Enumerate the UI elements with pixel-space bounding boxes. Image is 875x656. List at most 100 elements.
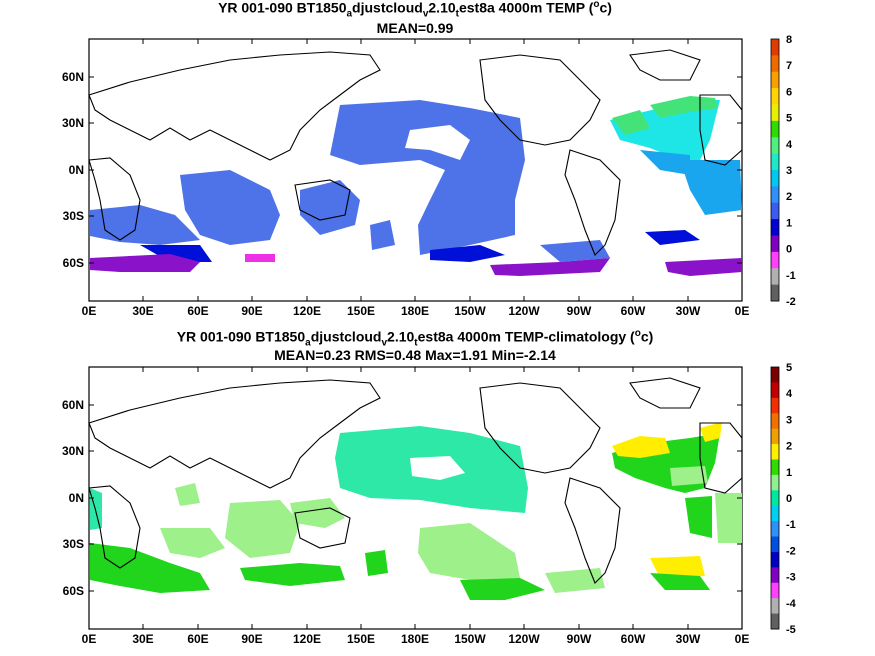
map-stats-top: MEAN=0.99 [376,20,454,36]
lon-ticks [142,367,689,629]
lon-label: 120W [508,304,540,318]
field-fill [90,422,742,600]
colorbar-swatch [771,235,779,253]
colorbar-label: 4 [786,139,793,151]
lat-label: 30S [63,209,84,223]
colorbar-label: 3 [786,414,792,426]
colorbar-label: 1 [786,217,792,229]
lat-label: 30N [62,116,84,130]
coastlines [88,377,743,584]
colorbar-swatch [771,505,779,522]
colorbar-swatch [771,71,779,89]
lon-label: 0E [82,304,97,318]
lat-label: 0N [69,163,84,177]
lat-ticks [89,76,742,264]
lon-label: 0E [735,304,750,318]
colorbar-label: 4 [786,388,793,400]
colorbar-swatch [771,186,779,204]
colorbar-label: 5 [786,362,792,374]
colorbar-frame [770,38,780,302]
lat-labels: 60N 30N 0N 30S 60S [62,70,84,270]
colorbar-swatch [771,551,779,568]
colorbar-swatch [771,284,779,302]
colorbar-swatch [771,613,779,630]
lon-label: 90W [567,304,592,318]
colorbar-swatch [771,39,779,56]
lon-label: 30E [132,632,153,646]
colorbar-swatch [771,268,779,286]
map-panel-top: 60N 30N 0N 30S 60S 0E 30E 60E 90E 120E 1… [62,34,796,318]
colorbar-bottom: 5 4 3 2 1 0 -1 -2 -3 -4 -5 [770,362,797,636]
lon-label: 150W [454,304,486,318]
lon-label: 180E [401,304,429,318]
colorbar-swatch [771,120,779,138]
colorbar-swatch [771,598,779,615]
colorbar-swatch [771,397,779,414]
lat-label: 30S [63,537,84,551]
colorbar-swatch [771,137,779,155]
colorbar-swatch [771,459,779,476]
lat-labels: 60N 30N 0N 30S 60S [62,398,84,598]
colorbar-swatch [771,170,779,187]
colorbar-swatch [771,382,779,399]
coastlines [88,49,743,256]
lon-label: 60W [621,632,646,646]
colorbar-label: 7 [786,60,792,72]
colorbar-label: -2 [786,545,796,557]
colorbar-label: 0 [786,493,792,505]
lon-label: 30W [676,632,701,646]
colorbar-swatch [771,202,779,220]
lon-label: 90E [241,632,262,646]
lon-label: 0E [82,632,97,646]
lon-labels: 0E 30E 60E 90E 120E 150E 180E 150W 120W … [82,304,750,318]
field-fill [90,96,742,276]
colorbar-label: -1 [786,270,796,282]
lon-label: 90W [567,632,592,646]
lon-labels: 0E 30E 60E 90E 120E 150E 180E 150W 120W … [82,632,750,646]
colorbar-frame [770,366,780,630]
colorbar-swatch [771,490,779,507]
colorbar-label: 8 [786,34,792,46]
lon-label: 120E [293,304,321,318]
colorbar-top: 8 7 6 5 4 3 2 1 0 -1 -2 [770,34,796,308]
colorbar-label: -2 [786,296,796,308]
lon-label: 30E [132,304,153,318]
colorbar-swatch [771,428,779,445]
colorbar-swatch [771,55,779,73]
colorbar-swatch [771,536,779,553]
colorbar-label: 6 [786,86,792,98]
colorbar-swatch [771,367,779,383]
map-panel-bottom: 60N 30N 0N 30S 60S 0E 30E 60E 90E 120E 1… [62,362,797,646]
colorbar-label: -4 [786,598,797,610]
colorbar-label: 1 [786,467,792,479]
lon-label: 120W [508,632,540,646]
lat-label: 0N [69,491,84,505]
lat-ticks [89,404,742,592]
colorbar-label: 3 [786,165,792,177]
map-stats-bottom: MEAN=0.23 RMS=0.48 Max=1.91 Min=-2.14 [274,347,556,363]
colorbar-label: 5 [786,113,792,125]
lon-label: 0E [735,632,750,646]
colorbar-swatch [771,153,779,171]
colorbar-swatch [771,88,779,105]
colorbar-swatch [771,219,779,236]
colorbar-swatch [771,521,779,538]
colorbar-swatch [771,567,779,584]
lon-label: 60E [187,304,208,318]
lon-label: 180E [401,632,429,646]
colorbar-swatch [771,582,779,599]
lon-label: 150E [347,632,375,646]
colorbar-label: 2 [786,441,792,453]
colorbar-label: -3 [786,572,796,584]
colorbar-label: -5 [786,624,796,636]
lat-label: 60S [63,584,84,598]
colorbar-swatch [771,104,779,122]
lon-label: 60W [621,304,646,318]
lat-label: 60S [63,256,84,270]
colorbar-label: -1 [786,519,796,531]
lat-label: 60N [62,70,84,84]
lon-label: 30W [676,304,701,318]
lon-ticks [142,39,689,301]
map-title-top: YR 001-090 BT1850adjustcloudv2.10test8a … [218,0,612,20]
colorbar-swatch [771,413,779,430]
